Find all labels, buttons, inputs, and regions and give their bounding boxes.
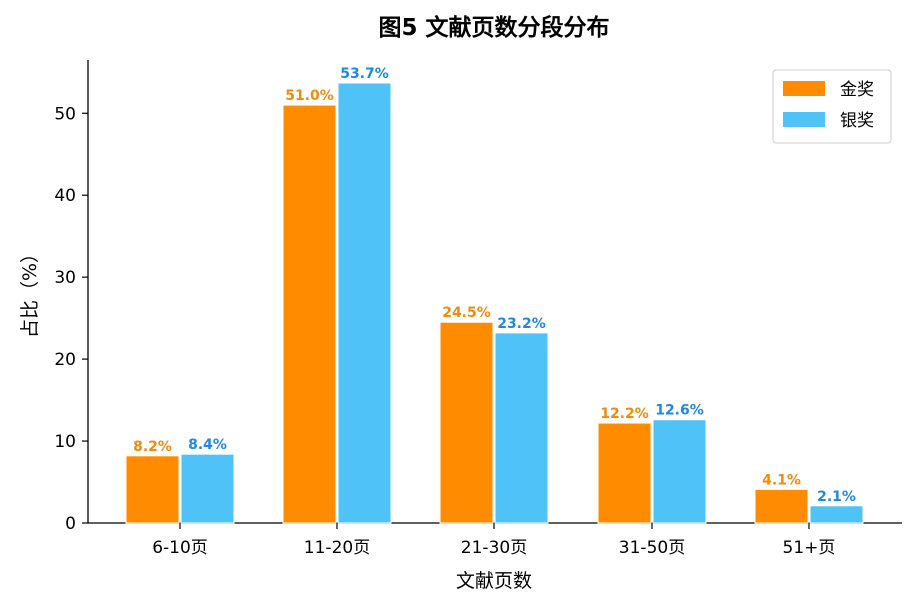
y-tick-label: 0 bbox=[65, 514, 76, 534]
bar-labels: 8.2% 51.0% 24.5% 12.2% 4.1% 8.4% 53.7% 23.2% 12.… bbox=[133, 66, 856, 505]
bar-value-label: 23.2% bbox=[497, 316, 546, 332]
bar-gold bbox=[125, 455, 180, 524]
bar-silver bbox=[337, 82, 392, 524]
legend-swatch bbox=[783, 81, 825, 96]
bar-value-label: 12.6% bbox=[655, 403, 704, 419]
bar-value-label: 24.5% bbox=[442, 305, 491, 321]
bar-value-label: 12.2% bbox=[600, 406, 649, 422]
x-tick-label: 51+页 bbox=[783, 538, 836, 558]
bar-gold bbox=[754, 488, 809, 524]
bar-silver bbox=[809, 505, 864, 524]
bar-value-label: 4.1% bbox=[762, 472, 801, 488]
x-tick-label: 6-10页 bbox=[152, 538, 208, 558]
bar-gold bbox=[282, 104, 337, 524]
legend-label: 银奖 bbox=[840, 111, 874, 131]
x-tick-label: 11-20页 bbox=[304, 538, 370, 558]
bar-value-label: 8.2% bbox=[133, 439, 172, 455]
chart-title: 图5 文献页数分段分布 bbox=[378, 14, 609, 41]
bar-silver bbox=[180, 453, 235, 524]
bars bbox=[125, 82, 864, 524]
bar-value-label: 53.7% bbox=[340, 66, 389, 82]
y-tick-label: 10 bbox=[54, 432, 76, 452]
y-axis-label: 占比（%） bbox=[19, 244, 41, 338]
bar-value-label: 51.0% bbox=[285, 88, 334, 104]
bar-value-label: 2.1% bbox=[817, 489, 856, 505]
legend-label: 金奖 bbox=[840, 80, 874, 100]
y-tick-label: 30 bbox=[54, 268, 76, 288]
legend-swatch bbox=[783, 112, 825, 127]
bar-value-label: 8.4% bbox=[188, 437, 227, 453]
y-ticks: 0 10 20 30 40 50 bbox=[54, 104, 88, 534]
y-tick-label: 20 bbox=[54, 350, 76, 370]
x-axis-label: 文献页数 bbox=[456, 570, 532, 592]
bar-gold bbox=[597, 422, 652, 524]
y-tick-label: 40 bbox=[54, 186, 76, 206]
bar-silver bbox=[652, 419, 707, 524]
x-ticks: 6-10页 11-20页 21-30页 31-50页 51+页 bbox=[152, 523, 835, 558]
x-tick-label: 21-30页 bbox=[461, 538, 527, 558]
bar-gold bbox=[439, 321, 494, 524]
y-tick-label: 50 bbox=[54, 104, 76, 124]
bar-silver bbox=[494, 332, 549, 524]
x-tick-label: 31-50页 bbox=[619, 538, 685, 558]
